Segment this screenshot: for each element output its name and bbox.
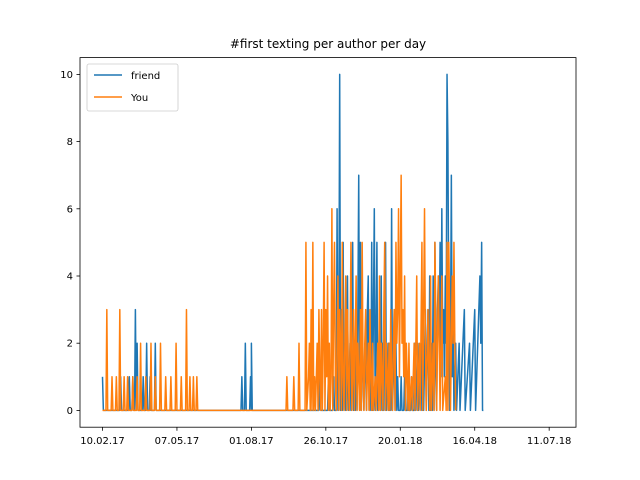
series-line-friend [101, 73, 484, 412]
x-tick-label: 11.07.18 [527, 436, 572, 447]
y-tick-label: 2 [67, 339, 73, 350]
series-lines [101, 73, 484, 412]
x-tick-label: 16.04.18 [452, 436, 497, 447]
x-tick-label: 07.05.17 [155, 436, 200, 447]
x-tick-label: 10.02.17 [80, 436, 125, 447]
plot-frame [79, 57, 577, 428]
y-tick-label: 4 [67, 272, 73, 283]
series-line-you [102, 174, 457, 412]
legend-label-friend: friend [131, 71, 160, 82]
y-axis: 0 2 4 6 8 10 [60, 70, 80, 417]
x-axis: 10.02.17 07.05.17 01.08.17 26.10.17 20.01.18… [80, 427, 571, 447]
y-tick-label: 6 [67, 204, 73, 215]
x-tick-label: 01.08.17 [229, 436, 274, 447]
chart-title: #first texting per author per day [230, 37, 426, 51]
y-tick-label: 0 [67, 406, 73, 417]
y-tick-label: 10 [60, 70, 73, 81]
x-tick-label: 26.10.17 [304, 436, 349, 447]
legend-label-you: You [130, 93, 148, 104]
y-tick-label: 8 [67, 137, 73, 148]
x-tick-label: 20.01.18 [378, 436, 423, 447]
legend: friend You [86, 63, 179, 112]
